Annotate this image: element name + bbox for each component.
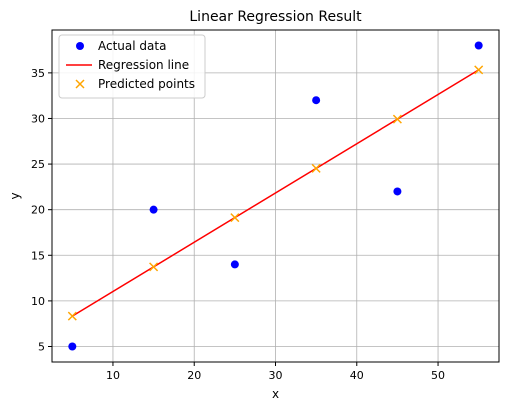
predicted-point — [474, 65, 484, 75]
actual-data-point — [68, 342, 77, 351]
chart-title: Linear Regression Result — [189, 9, 362, 25]
x-tick-label: 40 — [350, 369, 364, 382]
actual-data-point — [230, 260, 239, 269]
legend-marker-actual — [76, 42, 84, 50]
predicted-point — [149, 262, 159, 272]
x-axis-label: x — [272, 387, 279, 401]
actual-data-point — [474, 41, 483, 50]
predicted-point — [311, 163, 321, 173]
legend-marker-predicted — [75, 79, 85, 89]
x-tick-label: 30 — [269, 369, 283, 382]
predicted-point — [67, 311, 77, 321]
y-axis-label: y — [8, 192, 22, 199]
x-tick-label: 50 — [431, 369, 445, 382]
legend: Actual data Regression line Predicted po… — [58, 34, 206, 99]
grid — [52, 30, 499, 362]
legend-label-actual: Actual data — [98, 39, 166, 53]
x-tick-label: 10 — [106, 369, 120, 382]
actual-data-point — [312, 96, 321, 105]
actual-data-point — [149, 205, 158, 214]
predicted-point — [392, 114, 402, 124]
legend-label-predicted: Predicted points — [98, 77, 195, 91]
y-tick-label: 30 — [31, 112, 45, 125]
y-tick-label: 35 — [31, 67, 45, 80]
y-tick-label: 20 — [31, 204, 45, 217]
legend-label-regression: Regression line — [98, 58, 189, 72]
y-tick-label: 15 — [31, 249, 45, 262]
y-tick-label: 10 — [31, 295, 45, 308]
y-tick-label: 5 — [38, 340, 45, 353]
regression-line — [71, 69, 480, 317]
ticks: 10 20 30 40 50 5 10 15 20 25 30 35 — [31, 67, 445, 382]
predicted-point — [230, 213, 240, 223]
legend-box — [58, 34, 206, 99]
y-tick-label: 25 — [31, 158, 45, 171]
plot-area — [67, 41, 484, 351]
x-tick-label: 20 — [187, 369, 201, 382]
actual-data-point — [393, 187, 402, 196]
